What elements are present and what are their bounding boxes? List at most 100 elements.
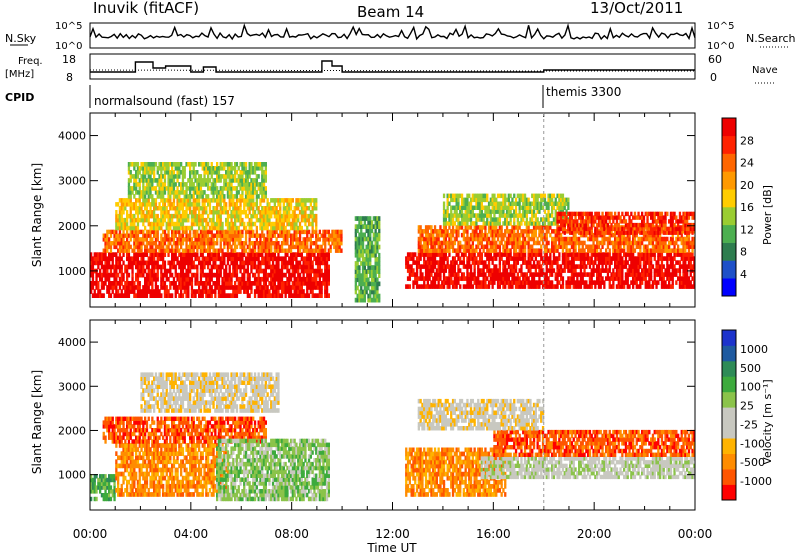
x-tick-label: 08:00 (274, 527, 309, 541)
radar-title: Inuvik (fitACF) (93, 0, 199, 17)
velocity-band-4 (140, 372, 280, 413)
nsearch-tick-top: 10^5 (707, 21, 734, 32)
velocity-band-0 (90, 474, 116, 502)
velocity-colorbar-tick-label: 25 (740, 400, 754, 413)
power-colorbar-tick-label: 8 (740, 246, 747, 259)
power-colorbar-swatch (722, 171, 736, 190)
velocity-colorbar-tick-label: 1000 (740, 343, 768, 356)
power-ytick-label: 3000 (58, 175, 86, 188)
power-ytick-label: 2000 (58, 220, 86, 233)
velocity-colorbar-tick-label: 500 (740, 362, 761, 375)
nsky-label: N.Sky (5, 32, 37, 45)
power-colorbar-tick-label: 20 (740, 179, 754, 192)
velocity-colorbar-swatch (722, 453, 736, 470)
nsearch-label: N.Search (746, 32, 796, 45)
power-colorbar-swatch (722, 153, 736, 172)
velocity-colorbar-tick-label: 100 (740, 381, 761, 394)
power-colorbar-swatch (722, 135, 736, 154)
velocity-colorbar-tick-label: -1000 (740, 475, 772, 488)
velocity-band-7 (493, 429, 696, 457)
power-colorbar-tick-label: 16 (740, 201, 754, 214)
x-tick-label: 00:00 (73, 527, 108, 541)
velocity-colorbar-swatch (722, 391, 736, 408)
velocity-ytick-label: 1000 (58, 469, 86, 482)
power-ylabel: Slant Range [km] (30, 163, 44, 267)
x-axis-label: Time UT (366, 541, 417, 554)
velocity-colorbar-swatch (722, 438, 736, 454)
velocity-colorbar-swatch (722, 422, 736, 439)
power-band-4 (354, 216, 381, 303)
velocity-colorbar-swatch (722, 360, 736, 377)
velocity-colorbar-tick-label: -500 (740, 456, 765, 469)
velocity-ytick-label: 3000 (58, 380, 86, 393)
freq-label: Freq. (18, 56, 43, 67)
x-tick-label: 20:00 (577, 527, 612, 541)
power-ytick-label: 1000 (58, 265, 86, 278)
cpid-label: CPID (5, 91, 34, 104)
velocity-colorbar-swatch (722, 484, 736, 501)
velocity-panel: 1000 2000 3000 4000 (58, 319, 696, 511)
velocity-colorbar-swatch (722, 376, 736, 393)
nsearch-tick-bottom: 10^0 (707, 41, 734, 52)
cpid-segment-normalsound: normalsound (fast) 157 (94, 94, 235, 108)
velocity-colorbar-frame (721, 329, 737, 501)
power-band-8 (556, 211, 696, 235)
power-colorbar-swatch (722, 260, 736, 279)
x-tick-label: 12:00 (375, 527, 410, 541)
freq-tick-top: 18 (62, 53, 76, 66)
nsky-tick-top: 10^5 (55, 21, 82, 32)
velocity-colorbar-swatch (722, 469, 736, 485)
velocity-band-2 (102, 416, 267, 444)
nave-trace (89, 69, 695, 72)
freq-strip-frame (89, 53, 696, 80)
power-colorbar-swatch (722, 118, 736, 137)
velocity-colorbar-swatch (722, 330, 736, 346)
power-colorbar-swatch (722, 278, 736, 297)
velocity-colorbar-label: Velocity [m s⁻¹] (761, 379, 774, 464)
nsky-trace (89, 23, 696, 41)
date-title: 13/Oct/2011 (590, 0, 683, 17)
power-band-3 (127, 162, 267, 199)
velocity-band-6 (480, 456, 696, 480)
x-tick-label: 16:00 (476, 527, 511, 541)
velocity-colorbar-tick-label: -25 (740, 418, 758, 431)
nave-tick-top: 60 (708, 53, 722, 66)
power-colorbar-tick-label: 28 (740, 134, 754, 147)
power-colorbar-tick-label: 4 (740, 268, 747, 281)
power-band-2 (115, 198, 318, 231)
velocity-band-1 (115, 443, 230, 497)
power-band-7 (442, 193, 570, 226)
cpid-segment-themis: themis 3300 (546, 85, 621, 99)
power-panel: 1000 2000 3000 4000 (58, 112, 696, 308)
nave-tick-bottom: 0 (710, 71, 717, 84)
power-colorbar-label: Power [dB] (761, 185, 774, 245)
power-colorbar-tick-label: 12 (740, 223, 754, 236)
power-colorbar: 4 8 12 16 20 24 28 (721, 117, 754, 297)
x-tick-labels: 00:00 04:00 08:00 12:00 16:00 20:00 00:00 (73, 527, 713, 541)
beam-title: Beam 14 (357, 3, 424, 21)
velocity-colorbar: -1000 -500 -100 -25 25 100 500 1000 (721, 329, 772, 501)
power-colorbar-swatch (722, 189, 736, 208)
velocity-ytick-label: 4000 (58, 336, 86, 349)
velocity-ylabel: Slant Range [km] (30, 370, 44, 474)
velocity-colorbar-swatch (722, 345, 736, 362)
power-colorbar-tick-label: 24 (740, 157, 754, 170)
freq-trace (90, 60, 695, 73)
power-colorbar-swatch (722, 207, 736, 226)
power-ytick-label: 4000 (58, 130, 86, 143)
freq-unit: [MHz] (5, 69, 34, 80)
power-colorbar-swatch (722, 224, 736, 243)
power-band-1 (102, 229, 343, 253)
freq-tick-bottom: 8 (66, 71, 73, 84)
power-colorbar-frame (721, 117, 737, 297)
velocity-ytick-label: 2000 (58, 424, 86, 437)
velocity-band-8 (417, 398, 545, 431)
x-tick-label: 00:00 (678, 527, 713, 541)
power-colorbar-swatch (722, 242, 736, 261)
power-band-5 (405, 252, 696, 289)
velocity-colorbar-swatch (722, 407, 736, 424)
x-tick-label: 04:00 (174, 527, 209, 541)
power-band-0 (90, 252, 330, 298)
velocity-colorbar-tick-label: -100 (740, 437, 765, 450)
